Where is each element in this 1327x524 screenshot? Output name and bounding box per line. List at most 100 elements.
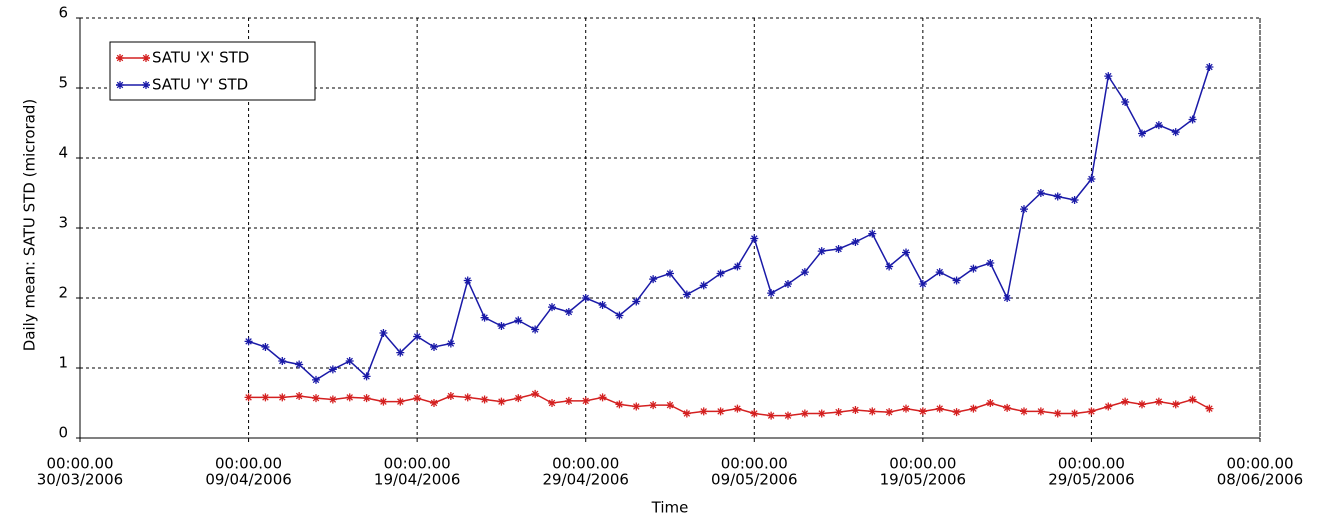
point-marker	[649, 275, 658, 284]
y-axis-label: Daily mean: SATU STD (microrad)	[21, 99, 39, 352]
point-marker	[497, 397, 506, 406]
point-marker	[784, 411, 792, 420]
x-tick-label: 29/05/2006	[1048, 471, 1134, 489]
point-marker	[1104, 72, 1113, 81]
point-marker	[446, 392, 455, 400]
point-marker	[531, 389, 540, 398]
point-marker	[1188, 395, 1197, 404]
point-marker	[1003, 403, 1012, 412]
point-marker	[413, 332, 422, 341]
point-marker	[362, 394, 371, 403]
point-marker	[548, 399, 556, 407]
point-marker	[379, 329, 388, 337]
point-marker	[514, 316, 523, 325]
point-marker	[1104, 402, 1113, 411]
x-tick-label: 09/04/2006	[205, 471, 291, 489]
point-marker	[278, 357, 287, 365]
point-marker	[817, 409, 826, 418]
point-marker	[767, 289, 776, 298]
point-marker	[278, 393, 287, 402]
x-tick-label: 19/05/2006	[880, 471, 966, 489]
point-marker	[581, 294, 590, 302]
point-marker	[1020, 407, 1028, 416]
point-marker	[598, 301, 607, 309]
point-marker	[716, 407, 725, 416]
point-marker	[345, 393, 354, 402]
point-marker	[396, 397, 405, 406]
point-marker	[1036, 189, 1045, 197]
legend-label: SATU 'Y' STD	[152, 76, 248, 94]
point-marker	[885, 408, 894, 417]
point-marker	[935, 404, 944, 413]
point-marker	[851, 238, 860, 246]
point-marker	[902, 404, 910, 413]
point-marker	[261, 343, 270, 351]
point-marker	[834, 408, 843, 417]
point-marker	[682, 290, 691, 299]
point-marker	[446, 339, 455, 348]
point-marker	[1053, 409, 1062, 418]
legend-label: SATU 'X' STD	[152, 49, 249, 67]
legend-box	[109, 41, 316, 101]
legend-marker	[116, 81, 150, 89]
point-marker	[902, 248, 910, 257]
point-marker	[986, 259, 995, 267]
point-marker	[480, 313, 489, 322]
series-line	[248, 393, 1210, 417]
point-marker	[1003, 294, 1012, 302]
y-tick-label: 4	[58, 144, 68, 162]
point-marker	[1154, 397, 1163, 406]
point-marker	[1154, 121, 1163, 130]
x-tick-label: 29/04/2006	[542, 471, 628, 489]
point-marker	[564, 308, 573, 316]
series-line	[248, 66, 1211, 381]
point-marker	[733, 262, 742, 271]
point-marker	[615, 311, 624, 320]
x-tick-label: 00:00.00	[46, 455, 113, 473]
point-marker	[430, 343, 438, 351]
point-marker	[666, 401, 674, 410]
point-marker	[1053, 192, 1062, 201]
point-marker	[548, 303, 556, 312]
x-tick-label: 08/06/2006	[1217, 471, 1303, 489]
point-marker	[1121, 98, 1130, 106]
point-marker	[413, 394, 422, 403]
point-marker	[564, 396, 573, 405]
point-marker	[312, 375, 320, 384]
point-marker	[615, 400, 624, 409]
point-marker	[261, 393, 270, 402]
point-marker	[1036, 407, 1045, 416]
point-marker	[598, 393, 607, 402]
point-marker	[396, 348, 405, 357]
point-marker	[868, 407, 877, 416]
point-marker	[295, 392, 304, 400]
point-marker	[699, 281, 708, 290]
x-axis-label: Time	[651, 499, 689, 517]
x-tick-label: 00:00.00	[552, 455, 619, 473]
x-tick-label: 19/04/2006	[374, 471, 460, 489]
point-marker	[379, 397, 388, 406]
point-marker	[1205, 404, 1214, 413]
point-marker	[935, 268, 944, 277]
point-marker	[834, 245, 843, 253]
point-marker	[952, 408, 961, 417]
point-marker	[750, 234, 759, 243]
point-marker	[918, 280, 927, 288]
point-marker	[328, 365, 337, 374]
point-marker	[666, 269, 674, 278]
point-marker	[733, 404, 742, 413]
point-marker	[463, 276, 472, 285]
point-marker	[851, 406, 860, 414]
point-marker	[463, 393, 472, 402]
x-tick-label: 09/05/2006	[711, 471, 797, 489]
x-tick-label: 00:00.00	[384, 455, 451, 473]
point-marker	[531, 325, 540, 334]
legend-marker	[116, 54, 150, 62]
point-marker	[1070, 409, 1079, 418]
point-marker	[514, 394, 523, 403]
point-marker	[312, 394, 320, 403]
point-marker	[295, 360, 304, 369]
point-marker	[800, 409, 809, 418]
point-marker	[682, 409, 691, 418]
